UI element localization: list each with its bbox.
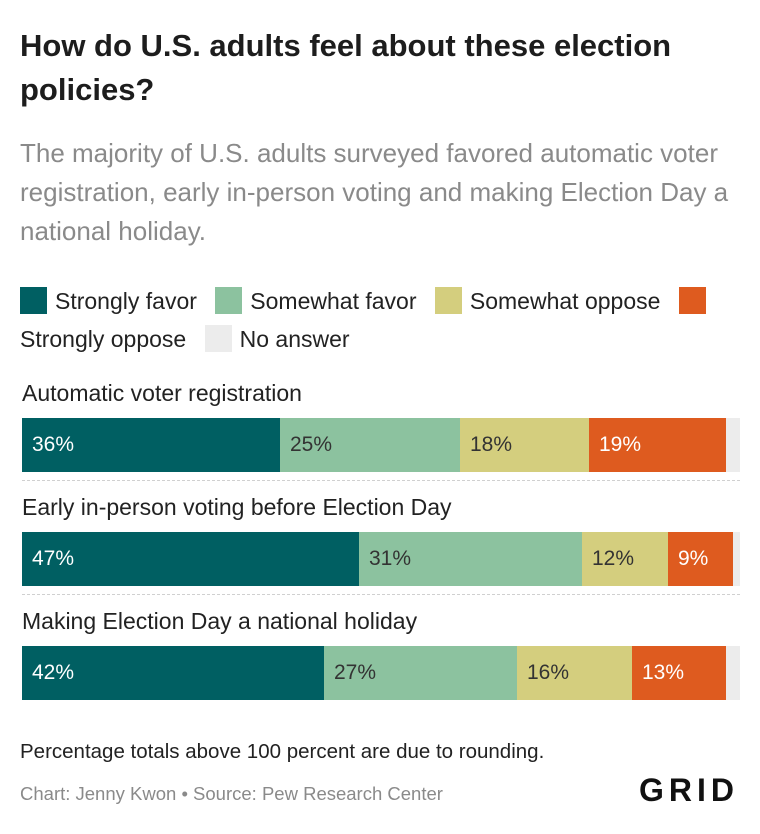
- legend-swatch-somewhat-oppose: [434, 287, 462, 314]
- legend-label-strongly-oppose: Strongly oppose: [20, 326, 187, 352]
- bar-automatic-voter-registration: 36% 25% 18% 19%: [22, 418, 740, 472]
- data-label-somewhat-favor: 31%: [369, 547, 412, 570]
- legend-label-strongly-favor: Strongly favor: [55, 288, 197, 314]
- data-label-somewhat-favor: 25%: [290, 433, 333, 456]
- legend-swatch-somewhat-favor: [215, 287, 243, 314]
- bar-segment-strongly-favor: [22, 418, 280, 472]
- chart-subtitle: The majority of U.S. adults surveyed fav…: [20, 138, 729, 246]
- data-label-somewhat-oppose: 18%: [470, 433, 513, 456]
- data-label-somewhat-oppose: 12%: [592, 547, 635, 570]
- data-label-somewhat-oppose: 16%: [527, 661, 570, 684]
- legend-item-no-answer: No answer: [204, 325, 350, 352]
- bar-segment-strongly-oppose: [668, 532, 733, 586]
- bar-segment-somewhat-favor: [359, 532, 582, 586]
- data-label-strongly-favor: 42%: [32, 661, 75, 684]
- bar-segment-no-answer: [733, 532, 740, 586]
- data-label-somewhat-favor: 27%: [334, 661, 377, 684]
- row-divider: [22, 480, 740, 481]
- legend-item-strongly-oppose: Strongly oppose: [20, 287, 714, 352]
- data-label-strongly-oppose: 13%: [642, 661, 685, 684]
- bar-segment-somewhat-oppose: [517, 646, 632, 700]
- bar-making-election-day-a-national-holiday: 42% 27% 16% 13%: [22, 646, 740, 700]
- bar-early-in-person-voting-before-election-day: 47% 31% 12% 9%: [22, 532, 740, 586]
- bar-segment-strongly-favor: [22, 646, 324, 700]
- data-label-strongly-favor: 47%: [32, 547, 75, 570]
- bar-segment-no-answer: [726, 646, 740, 700]
- bar-segment-strongly-favor: [22, 532, 359, 586]
- legend-swatch-strongly-oppose: [678, 287, 706, 314]
- bar-segment-somewhat-favor: [280, 418, 460, 472]
- bar-segment-strongly-oppose: [632, 646, 726, 700]
- bar-segment-strongly-oppose: [589, 418, 726, 472]
- legend-label-somewhat-favor: Somewhat favor: [250, 288, 417, 314]
- bar-segment-somewhat-oppose: [460, 418, 589, 472]
- bar-segment-somewhat-oppose: [582, 532, 668, 586]
- row-label-automatic-voter-registration: Automatic voter registration: [22, 380, 302, 406]
- data-label-strongly-oppose: 9%: [678, 547, 709, 570]
- legend-label-somewhat-oppose: Somewhat oppose: [469, 288, 661, 314]
- legend: Strongly favor Somewhat favor Somewhat o…: [20, 282, 740, 358]
- legend-item-somewhat-favor: Somewhat favor: [215, 287, 417, 314]
- row-divider: [22, 594, 740, 595]
- legend-swatch-no-answer: [204, 325, 232, 352]
- legend-item-somewhat-oppose: Somewhat oppose: [434, 287, 661, 314]
- chart-title: How do U.S. adults feel about these elec…: [20, 28, 672, 107]
- row-label-early-in-person-voting-before-election-day: Early in-person voting before Election D…: [22, 494, 452, 520]
- data-label-strongly-oppose: 19%: [599, 433, 642, 456]
- row-label-making-election-day-a-national-holiday: Making Election Day a national holiday: [22, 608, 418, 634]
- footnote: Percentage totals above 100 percent are …: [20, 740, 545, 763]
- legend-label-no-answer: No answer: [239, 326, 350, 352]
- bar-segment-no-answer: [726, 418, 740, 472]
- source-credit: Chart: Jenny Kwon • Source: Pew Research…: [20, 783, 443, 804]
- bar-segment-somewhat-favor: [324, 646, 517, 700]
- legend-swatch-strongly-favor: [20, 287, 47, 314]
- data-label-strongly-favor: 36%: [32, 433, 75, 456]
- legend-item-strongly-favor: Strongly favor: [20, 287, 197, 314]
- grid-logo: GRID: [639, 772, 739, 808]
